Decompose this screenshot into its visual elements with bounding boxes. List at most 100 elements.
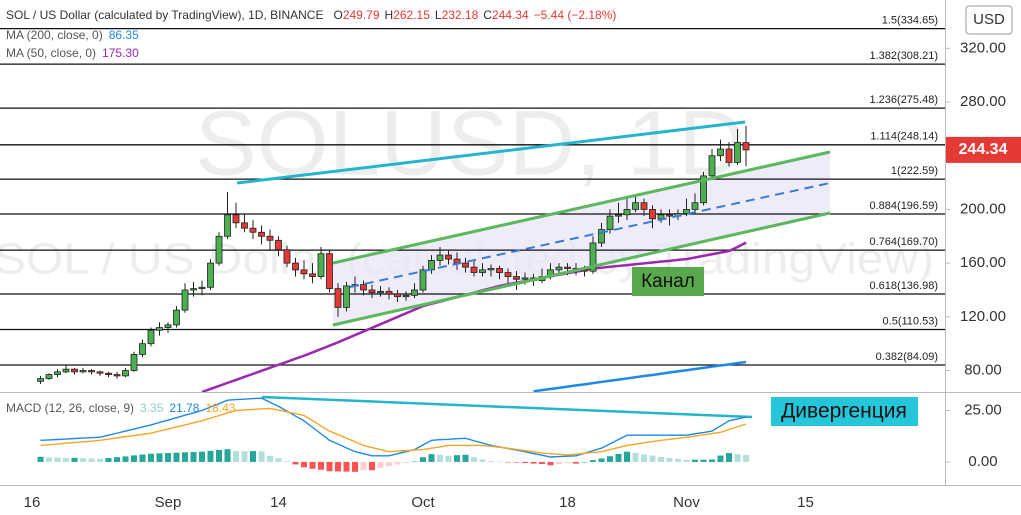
candle-body [292,262,299,271]
channel-middle [349,182,831,288]
histogram-bar [454,455,460,462]
candle-body [419,269,427,291]
histogram-bar [241,451,248,462]
y-tick-label: 0.00 [968,453,997,470]
divergence-line [261,395,753,419]
candle-body [445,254,452,260]
histogram-bar [462,454,469,462]
histogram-bar [615,453,622,462]
series-line [40,407,747,456]
series-line [533,360,747,392]
histogram-bar [250,451,256,462]
histogram-bar [199,451,205,462]
histogram-bar [488,461,494,462]
annotation: Канал [641,271,695,292]
candle-body [564,266,571,269]
histogram-bar [114,457,120,462]
candle-body [487,268,495,271]
histogram-bar [445,455,452,462]
histogram-bar [658,456,664,462]
histogram-bar [411,461,418,463]
candle-body [742,142,750,151]
ohlc-label: O [333,8,342,22]
candle-body [105,372,112,375]
histogram-bar [403,461,409,463]
legend-entry: MACD (12, 26, close, 9) 3.35 21.78 18.43 [6,401,236,415]
histogram-bar [105,458,112,462]
histogram-bar [54,457,61,462]
histogram-bar [496,461,503,463]
candle-body [275,239,282,251]
candle-body [317,253,325,277]
candle-body [190,288,197,291]
legend-name: MA (50, close, 0) [6,46,96,60]
ohlc-label: C [483,8,492,22]
histogram-bar [683,459,690,462]
histogram-bar [530,461,537,464]
candle-body [283,249,291,264]
histogram-bar [377,461,384,469]
y-tick-label: 320.00 [960,39,1006,56]
change: −5.44 (−2.18%) [534,8,617,22]
histogram-bar [717,455,724,462]
axes: 80.00 120.00 160.00 200.00 280.00 320.00 16 Sep… [24,39,1021,511]
fib-label: 1(222.59) [891,165,938,177]
fib-label: 0.5(110.53) [883,315,938,327]
candle-body [385,290,393,295]
currency-box [965,5,1013,35]
histogram-bar [369,461,375,471]
candle-body [173,309,180,326]
fib-label: 0.764(169.70) [870,236,939,248]
histogram-bar [734,454,741,462]
legend-name: MA (200, close, 0) [6,28,103,42]
histogram-bar [675,458,681,462]
price-label-box [946,136,1021,163]
histogram-bar [666,457,673,462]
macd-pane [37,395,753,472]
histogram-bar [607,456,613,462]
histogram-bar [360,461,367,471]
histogram-bar [726,453,732,462]
candle-body [360,284,367,291]
candle-body [45,374,53,379]
x-tick-label: 14 [270,494,287,511]
legend-entry: MA (50, close, 0) 175.30 [6,46,139,60]
candle-body [122,370,129,377]
candle-body [309,273,316,277]
candle-body [79,370,87,373]
candle-body [691,202,699,210]
candle-body [470,266,478,273]
histogram-bar [224,449,231,462]
candle-body [198,286,206,290]
histogram-bar [513,461,520,463]
candle-body [147,329,155,345]
histogram-bar [556,461,562,465]
drawings: Канал [236,120,831,327]
histogram-bar [394,461,401,465]
histogram-bar [97,458,103,462]
histogram-bar [598,458,605,462]
histogram-bar [352,461,358,472]
candle-body [113,374,121,377]
histogram-bar [267,455,273,462]
histogram-bar [309,461,316,469]
ohlc-label: L [435,8,442,22]
candle-body [232,214,240,224]
candle-body [394,293,401,298]
ohlc-value: 249.79 [343,8,380,22]
histogram-bar [190,452,197,462]
histogram-bar [318,461,324,470]
candle-body [326,253,333,290]
y-tick-label: 160.00 [960,254,1006,271]
ohlc-value: 262.15 [393,8,430,22]
histogram-bar [343,461,350,472]
candle-body [632,202,639,210]
histogram-bar [547,461,554,466]
candle-body [717,148,724,157]
x-tick-label: Nov [673,494,700,511]
histogram-bar [386,461,392,467]
candle-body [300,269,308,275]
fib-label: 0.382(84.09) [876,351,938,363]
candle-body [436,254,444,261]
